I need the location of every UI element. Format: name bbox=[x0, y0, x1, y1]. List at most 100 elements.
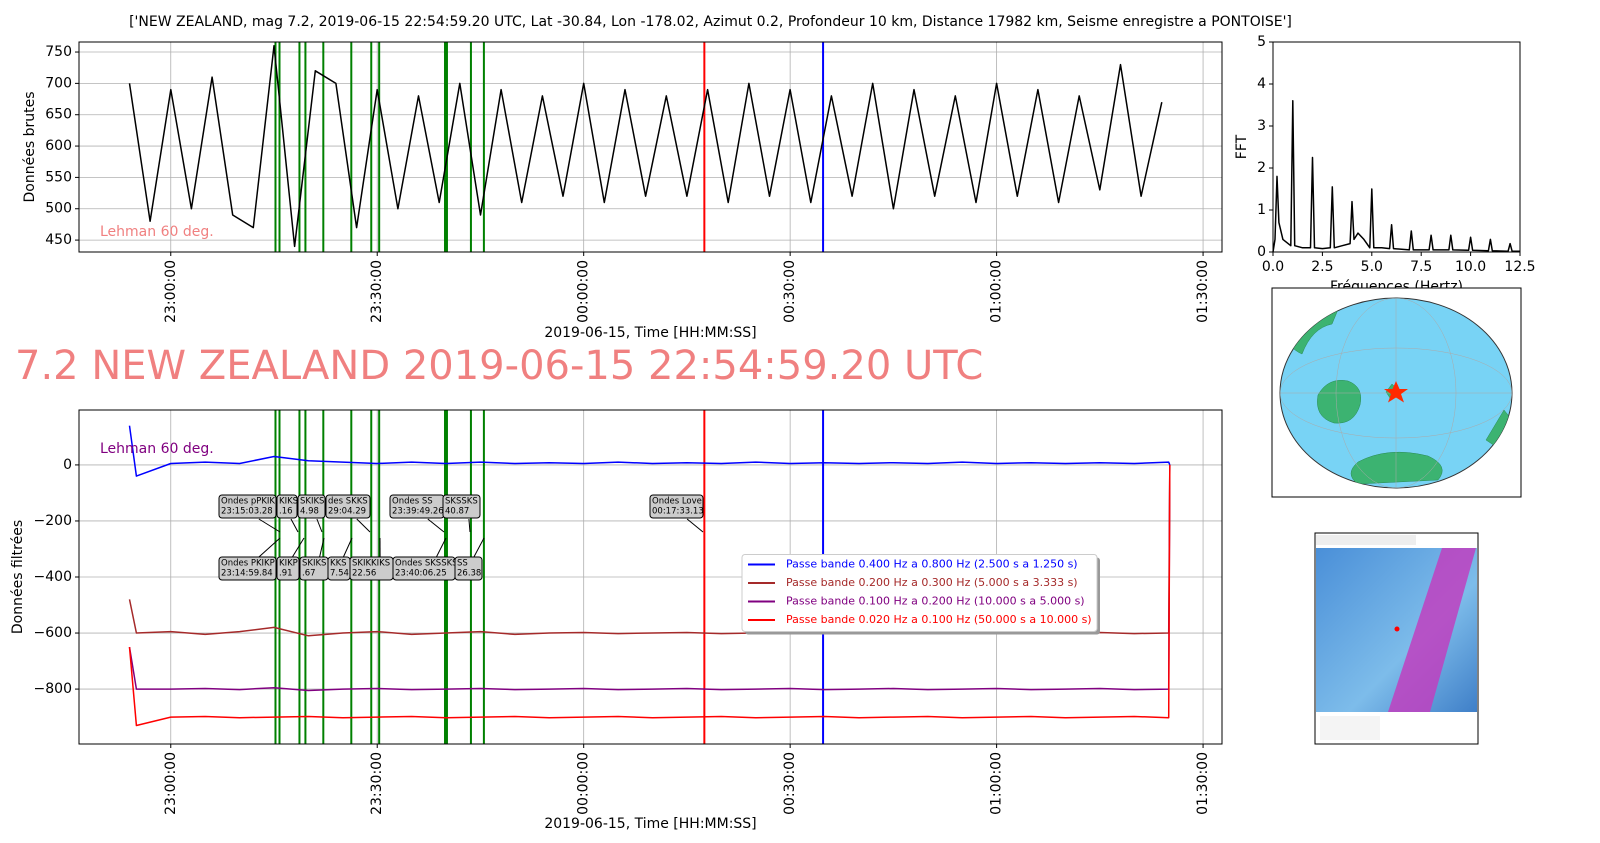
annotation-box bbox=[218, 556, 277, 581]
annotation-text: KKS bbox=[330, 559, 347, 569]
annotation-text: 22.56 bbox=[352, 569, 376, 579]
y-tick-label: −200 bbox=[34, 513, 72, 529]
annotation-text: Ondes SS bbox=[392, 497, 433, 507]
annotation-arrow bbox=[290, 518, 299, 533]
x-tick-label: 00:30:00 bbox=[782, 260, 798, 323]
y-tick-label: 0 bbox=[1257, 244, 1266, 260]
y-tick-label: −400 bbox=[34, 569, 72, 585]
plot-frame bbox=[1272, 41, 1521, 253]
x-tick-label: 12.5 bbox=[1504, 259, 1535, 275]
annotation-text: SKSSKS bbox=[445, 497, 478, 507]
annotation-box bbox=[649, 494, 704, 519]
annotation-box bbox=[218, 494, 277, 519]
annotation-text: SS bbox=[457, 559, 468, 569]
annotation-text: KIKS bbox=[279, 497, 298, 507]
y-tick-label: 750 bbox=[45, 44, 72, 60]
y-tick-label: 4 bbox=[1257, 76, 1266, 92]
y-tick-label: 450 bbox=[45, 232, 72, 248]
x-axis-label: 2019-06-15, Time [HH:MM:SS] bbox=[544, 816, 756, 832]
annotation-text: 40.87 bbox=[445, 507, 469, 517]
x-tick-label: 23:30:00 bbox=[369, 260, 385, 323]
x-tick-label: 10.0 bbox=[1455, 259, 1486, 275]
x-axis-label: 2019-06-15, Time [HH:MM:SS] bbox=[544, 325, 756, 341]
x-tick-label: 23:30:00 bbox=[369, 752, 385, 815]
annotation-text: .16 bbox=[279, 507, 293, 517]
y-axis-label: FFT bbox=[1234, 134, 1250, 159]
annotation-text: 7.54 bbox=[330, 569, 349, 579]
annotation-box bbox=[276, 494, 298, 519]
annotation-text: 4.98 bbox=[300, 507, 319, 517]
y-tick-label: 550 bbox=[45, 169, 72, 185]
x-tick-label: 00:00:00 bbox=[576, 752, 592, 815]
x-tick-label: 0.0 bbox=[1262, 259, 1284, 275]
y-tick-label: 500 bbox=[45, 201, 72, 217]
annotation-arrow bbox=[435, 537, 447, 558]
annotation-text: 23:15:03.28 bbox=[221, 507, 273, 517]
annotation-text: Ondes Love bbox=[652, 497, 702, 507]
annotation-arrow bbox=[291, 537, 305, 558]
series-line bbox=[128, 464, 1171, 692]
epicenter-star bbox=[1384, 381, 1408, 403]
annotation-arrow bbox=[468, 518, 471, 533]
annotation-arrow bbox=[686, 518, 704, 533]
bathymetry-header bbox=[1316, 535, 1416, 545]
note: Lehman 60 deg. bbox=[100, 441, 214, 457]
annotation-text: 29:04.29 bbox=[328, 507, 366, 517]
series-line bbox=[128, 464, 1171, 727]
bathymetry-legend bbox=[1320, 716, 1380, 740]
x-tick-label: 00:30:00 bbox=[782, 752, 798, 815]
annotation-text: .67 bbox=[302, 569, 316, 579]
annotation-arrow bbox=[427, 518, 445, 533]
y-tick-label: 1 bbox=[1257, 202, 1266, 218]
epicenter bbox=[1394, 626, 1400, 632]
annotation-text: 23:14:59.84 bbox=[221, 569, 273, 579]
annotation-text: KIKP bbox=[279, 559, 298, 569]
series-line bbox=[128, 45, 1163, 248]
annotation-text: SKIKKIKS bbox=[352, 559, 390, 569]
charts: ['NEW ZEALAND, mag 7.2, 2019-06-15 22:54… bbox=[10, 14, 1536, 832]
annotation-text: SKIKS bbox=[302, 559, 326, 569]
y-tick-label: 700 bbox=[45, 75, 72, 91]
annotation-box bbox=[442, 494, 481, 519]
x-tick-label: 01:30:00 bbox=[1195, 752, 1211, 815]
y-tick-label: 650 bbox=[45, 107, 72, 123]
annotation-text: 00:17:33.13 bbox=[652, 507, 704, 517]
headline: 7.2 NEW ZEALAND 2019-06-15 22:54:59.20 U… bbox=[15, 343, 983, 389]
x-tick-label: 01:00:00 bbox=[989, 260, 1005, 323]
bathymetry-map bbox=[1314, 532, 1479, 745]
y-tick-label: −600 bbox=[34, 625, 72, 641]
annotation-text: 26.38 bbox=[457, 569, 481, 579]
annotation-text: Ondes PKIKP bbox=[221, 559, 275, 569]
annotation-arrow bbox=[316, 518, 323, 533]
annotation-arrow bbox=[342, 537, 353, 558]
annotation-arrow bbox=[319, 537, 325, 558]
annotation-arrow bbox=[258, 518, 281, 533]
y-tick-label: 600 bbox=[45, 138, 72, 154]
australia bbox=[1317, 380, 1361, 424]
annotation-box bbox=[276, 556, 300, 581]
annotation-text: SKIKS bbox=[300, 497, 324, 507]
annotation-box bbox=[454, 556, 483, 581]
chart-title: ['NEW ZEALAND, mag 7.2, 2019-06-15 22:54… bbox=[129, 14, 1292, 30]
y-tick-label: 0 bbox=[63, 457, 72, 473]
x-tick-label: 23:00:00 bbox=[163, 752, 179, 815]
annotation-text: des SKKS bbox=[328, 497, 368, 507]
x-tick-label: 2.5 bbox=[1311, 259, 1333, 275]
x-tick-label: 00:00:00 bbox=[576, 260, 592, 323]
plot-frame bbox=[78, 409, 1223, 745]
x-tick-label: 01:30:00 bbox=[1195, 260, 1211, 323]
annotation-text: .91 bbox=[279, 569, 293, 579]
legend-label: Passe bande 0.200 Hz a 0.300 Hz (5.000 s… bbox=[786, 576, 1078, 589]
y-tick-label: 5 bbox=[1257, 34, 1266, 50]
annotation-text: Ondes pPKIKP bbox=[221, 497, 280, 507]
annotation-text: 23:39:49.26 bbox=[392, 507, 444, 517]
legend-box bbox=[741, 554, 1098, 632]
x-tick-label: 7.5 bbox=[1410, 259, 1432, 275]
y-axis-label: Données brutes bbox=[22, 92, 38, 203]
series-line bbox=[1272, 100, 1520, 253]
annotation-arrow bbox=[258, 537, 281, 558]
antarctica bbox=[1350, 451, 1443, 485]
y-tick-label: 2 bbox=[1257, 160, 1266, 176]
annotation-arrow bbox=[473, 537, 485, 558]
trench bbox=[1388, 548, 1476, 712]
